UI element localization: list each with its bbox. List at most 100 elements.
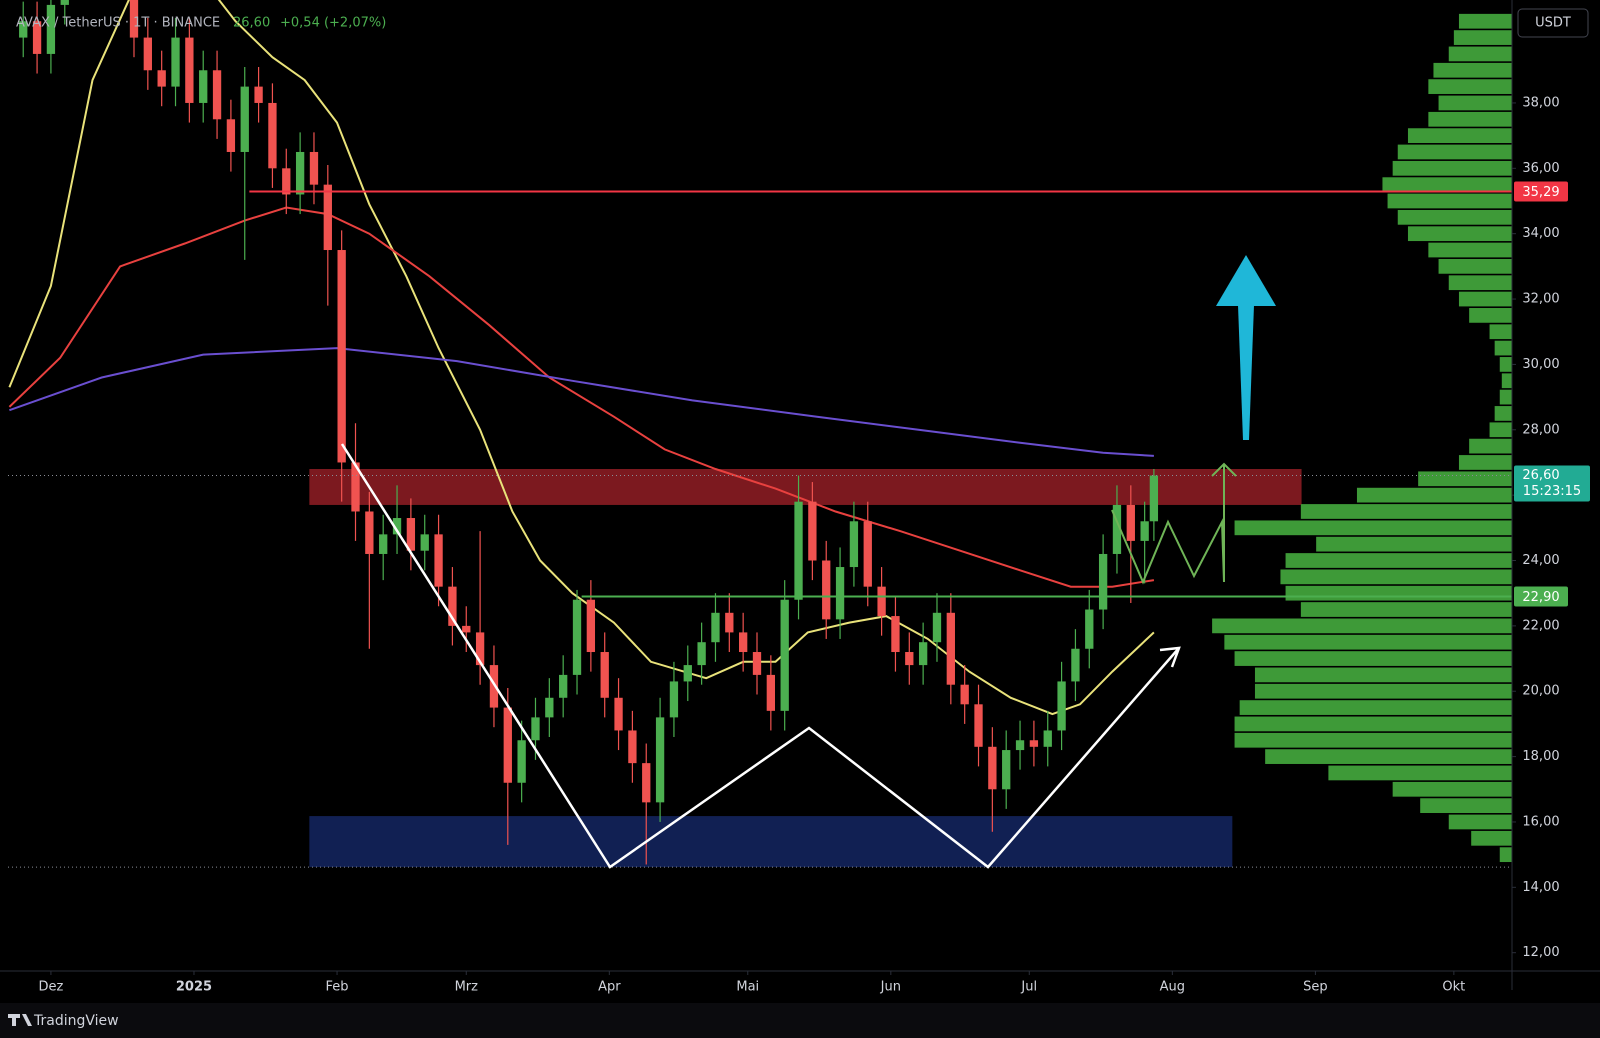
- candle-body: [19, 21, 28, 38]
- volume-profile-bar: [1234, 651, 1512, 666]
- candle-body: [379, 534, 388, 554]
- volume-profile-bar: [1453, 30, 1512, 45]
- y-tick-label: 36,00: [1522, 161, 1559, 176]
- candle-body: [32, 21, 42, 54]
- candle-body: [1112, 504, 1122, 554]
- x-tick-label: Mrz: [455, 980, 479, 995]
- candle-body: [365, 511, 374, 554]
- candle-body: [199, 70, 208, 103]
- x-tick-label: Jul: [1020, 980, 1037, 995]
- x-tick-label: Jun: [880, 980, 901, 995]
- volume-profile-bar: [1407, 128, 1512, 144]
- cyan-arrow-head: [1216, 255, 1276, 306]
- candle-body: [918, 642, 928, 666]
- candle-body: [960, 684, 969, 705]
- candle-body: [226, 119, 236, 152]
- countdown-label: 15:23:15: [1523, 484, 1581, 499]
- cyan-arrow-shaft: [1238, 305, 1254, 440]
- candle-body: [171, 37, 180, 87]
- volume-profile-bar: [1458, 13, 1512, 29]
- volume-profile-bar: [1285, 585, 1512, 601]
- candle-body: [157, 70, 166, 87]
- volume-profile-bar: [1469, 438, 1512, 454]
- candle-body: [503, 707, 512, 783]
- y-tick-label: 34,00: [1522, 226, 1559, 241]
- brand-name: TradingView: [33, 1013, 119, 1029]
- candle-body: [739, 632, 748, 653]
- volume-profile-bar: [1328, 765, 1512, 781]
- y-tick-label: 20,00: [1522, 684, 1559, 699]
- volume-profile-bar: [1300, 504, 1512, 519]
- candle-body: [420, 534, 429, 551]
- x-tick-label: Okt: [1442, 980, 1465, 995]
- volume-profile-bar: [1387, 193, 1512, 209]
- candle-body: [974, 704, 983, 747]
- candle-body: [545, 697, 554, 718]
- candle-body: [1002, 750, 1011, 790]
- volume-profile-bar: [1407, 226, 1512, 242]
- candle-body: [129, 0, 139, 38]
- zigzag-drawing: [1111, 509, 1225, 585]
- zone: [309, 468, 1302, 505]
- volume-profile-bar: [1489, 324, 1512, 340]
- currency-button[interactable]: [1517, 8, 1589, 38]
- candle-body: [337, 250, 346, 463]
- candle-body: [1043, 730, 1052, 747]
- candle-body: [143, 37, 152, 71]
- candle-body: [517, 740, 526, 783]
- target-arrow-head: [1211, 462, 1237, 477]
- volume-profile-bar: [1285, 553, 1512, 568]
- candle-body: [946, 612, 955, 685]
- current-price-label: 26,60: [1522, 468, 1559, 483]
- volume-profile-bar: [1469, 308, 1512, 323]
- zone: [309, 816, 1233, 868]
- candle-body: [614, 697, 623, 731]
- y-tick-label: 32,00: [1522, 292, 1559, 307]
- candle-body: [849, 521, 859, 568]
- candle-body: [863, 521, 872, 587]
- candle-body: [905, 652, 914, 666]
- drawings: [340, 255, 1276, 869]
- current-price-tag: [1514, 465, 1590, 502]
- volume-profile-bar: [1428, 111, 1512, 127]
- candle-body: [711, 612, 720, 643]
- price-tag-label: 35,29: [1522, 185, 1559, 200]
- candle-body: [462, 625, 471, 633]
- volume-profile-bar: [1448, 46, 1512, 62]
- candle-body: [46, 4, 56, 54]
- candle-body: [572, 599, 582, 675]
- volume-profile-bar: [1254, 683, 1512, 699]
- candle-body: [697, 642, 706, 666]
- volume-profile-bar: [1458, 455, 1512, 470]
- volume-profile-bar: [1501, 373, 1512, 389]
- candle-body: [1085, 609, 1094, 649]
- currency-label[interactable]: USDT: [1535, 16, 1571, 31]
- candle-body: [628, 730, 637, 764]
- volume-profile-bar: [1300, 602, 1512, 617]
- candle-body: [932, 612, 942, 643]
- candle-body: [1140, 521, 1149, 541]
- candle-body: [406, 518, 416, 551]
- candle-body: [434, 534, 443, 587]
- candle-body: [531, 717, 540, 741]
- candle-body: [642, 763, 651, 803]
- volume-profile-bar: [1458, 291, 1512, 307]
- moving-average: [8, 0, 1155, 716]
- candle-body: [212, 70, 222, 120]
- pattern-drawing: [340, 443, 1180, 869]
- candle-body: [600, 652, 609, 698]
- volume-profile-bar: [1382, 177, 1512, 193]
- candle-body: [295, 151, 305, 195]
- volume-profile-bar: [1499, 389, 1512, 405]
- y-tick-label: 30,00: [1522, 357, 1559, 372]
- candle-body: [835, 567, 845, 620]
- volume-profile-bar: [1494, 406, 1512, 421]
- volume-profile-bar: [1428, 79, 1512, 94]
- volume-profile-bar: [1448, 814, 1512, 830]
- symbol-legend: AVAX / TetherUS · 1T · BINANCE: [16, 16, 220, 31]
- candle-body: [822, 560, 831, 620]
- candle-body: [489, 665, 499, 708]
- x-tick-label: 2025: [176, 980, 212, 995]
- volume-profile-bar: [1254, 667, 1512, 683]
